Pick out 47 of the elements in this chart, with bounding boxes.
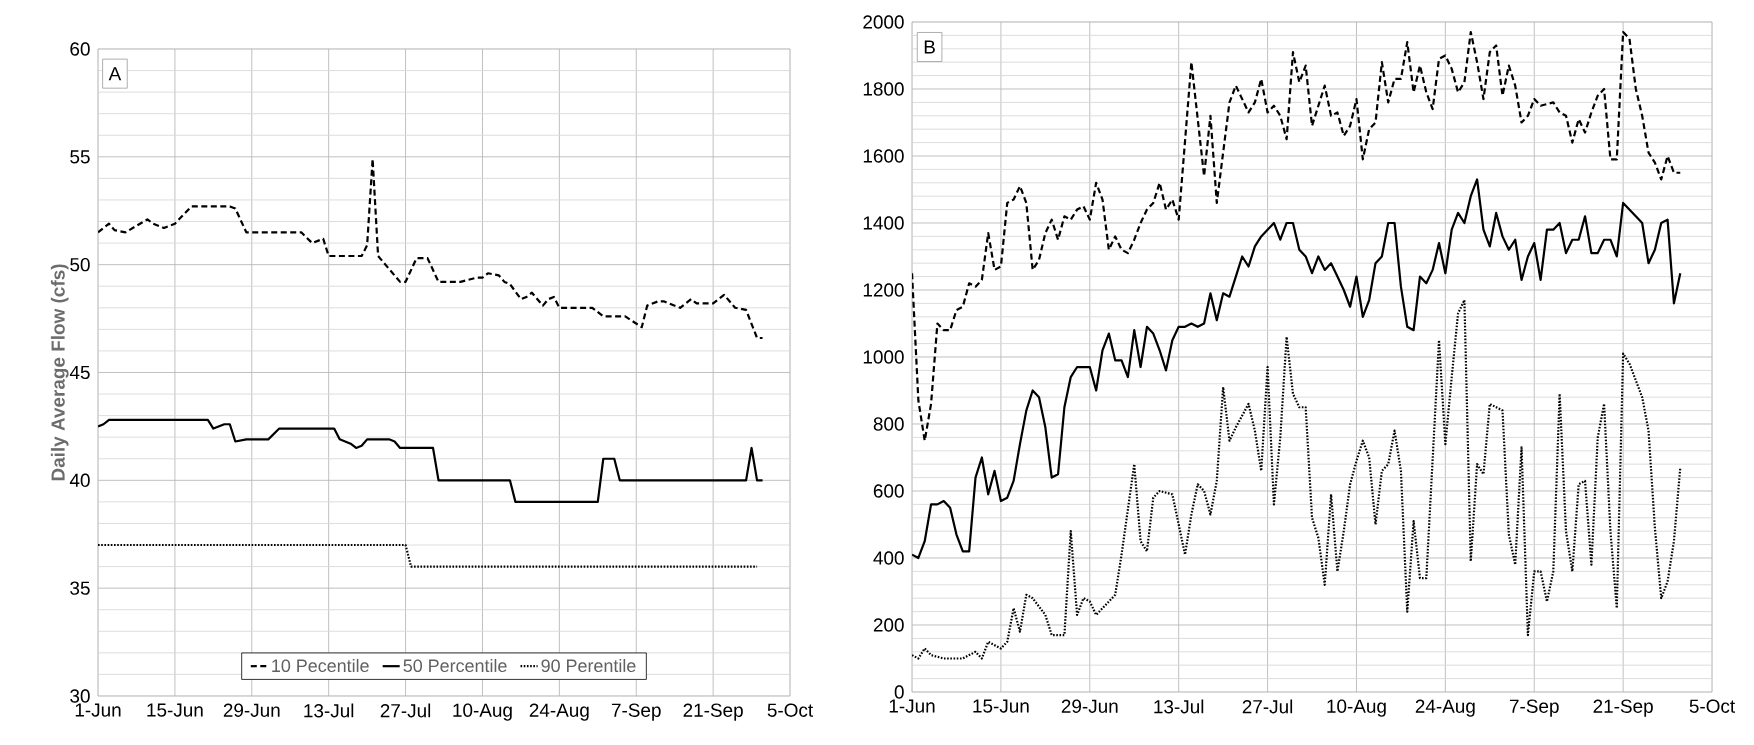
y-tick-label: 50 — [70, 257, 90, 272]
line-series — [912, 298, 1682, 660]
y-tick-label: 1400 — [863, 216, 904, 230]
y-tick-label: 60 — [70, 42, 90, 56]
y-tick-label: 30 — [70, 689, 90, 703]
x-tick-label: 29-Jun — [1061, 699, 1118, 713]
y-tick-label: 55 — [70, 150, 90, 164]
y-tick-label: 1200 — [863, 283, 904, 297]
annotation: A — [108, 67, 122, 81]
x-tick-label: 5-Oct — [1689, 699, 1736, 713]
x-tick-label: 7-Sep — [611, 703, 661, 721]
y-tick-label: 800 — [873, 417, 904, 431]
y-tick-label: 40 — [69, 473, 90, 488]
legend-label: 90 Perentile — [541, 658, 636, 673]
y-tick-label: 35 — [70, 581, 90, 595]
x-tick-label: 21-Sep — [683, 703, 743, 721]
y-tick-label: 600 — [873, 484, 904, 498]
line-series — [912, 30, 1682, 442]
x-tick-label: 27-Jul — [380, 703, 431, 718]
x-tick-label: 21-Sep — [1593, 699, 1653, 717]
x-tick-label: 10-Aug — [1327, 699, 1386, 717]
x-tick-label: 7-Sep — [1509, 699, 1559, 717]
y-tick-label: 45 — [69, 365, 90, 380]
x-tick-label: 29-Jun — [223, 703, 280, 717]
x-tick-label: 1-Jun — [75, 703, 121, 717]
x-tick-label: 5-Oct — [767, 703, 814, 717]
line-series — [98, 418, 764, 503]
y-tick-label: 1000 — [863, 350, 904, 364]
annotation: B — [924, 40, 935, 54]
y-tick-label: 200 — [873, 618, 904, 632]
x-tick-label: 15-Jun — [973, 699, 1029, 713]
x-tick-label: 13-Jul — [304, 703, 354, 718]
y-tick-label: 1600 — [863, 149, 904, 163]
y-axis-title: Daily Average Flow (cfs) — [50, 264, 69, 481]
x-tick-label: 10-Aug — [453, 703, 512, 721]
x-tick-label: 1-Jun — [889, 699, 935, 713]
y-tick-label: 400 — [873, 551, 904, 565]
y-tick-label: 1800 — [863, 82, 904, 96]
x-tick-label: 15-Jun — [147, 703, 203, 717]
x-tick-label: 13-Jul — [1154, 699, 1204, 714]
y-tick-label: 0 — [894, 685, 904, 699]
x-tick-label: 24-Aug — [1415, 699, 1475, 717]
y-tick-label: 2000 — [863, 15, 904, 29]
x-tick-label: 27-Jul — [1242, 699, 1293, 714]
legend-label: 10 Pecentile — [272, 658, 369, 673]
legend-label: 50 Percentile — [403, 658, 507, 673]
x-tick-label: 24-Aug — [529, 703, 589, 721]
